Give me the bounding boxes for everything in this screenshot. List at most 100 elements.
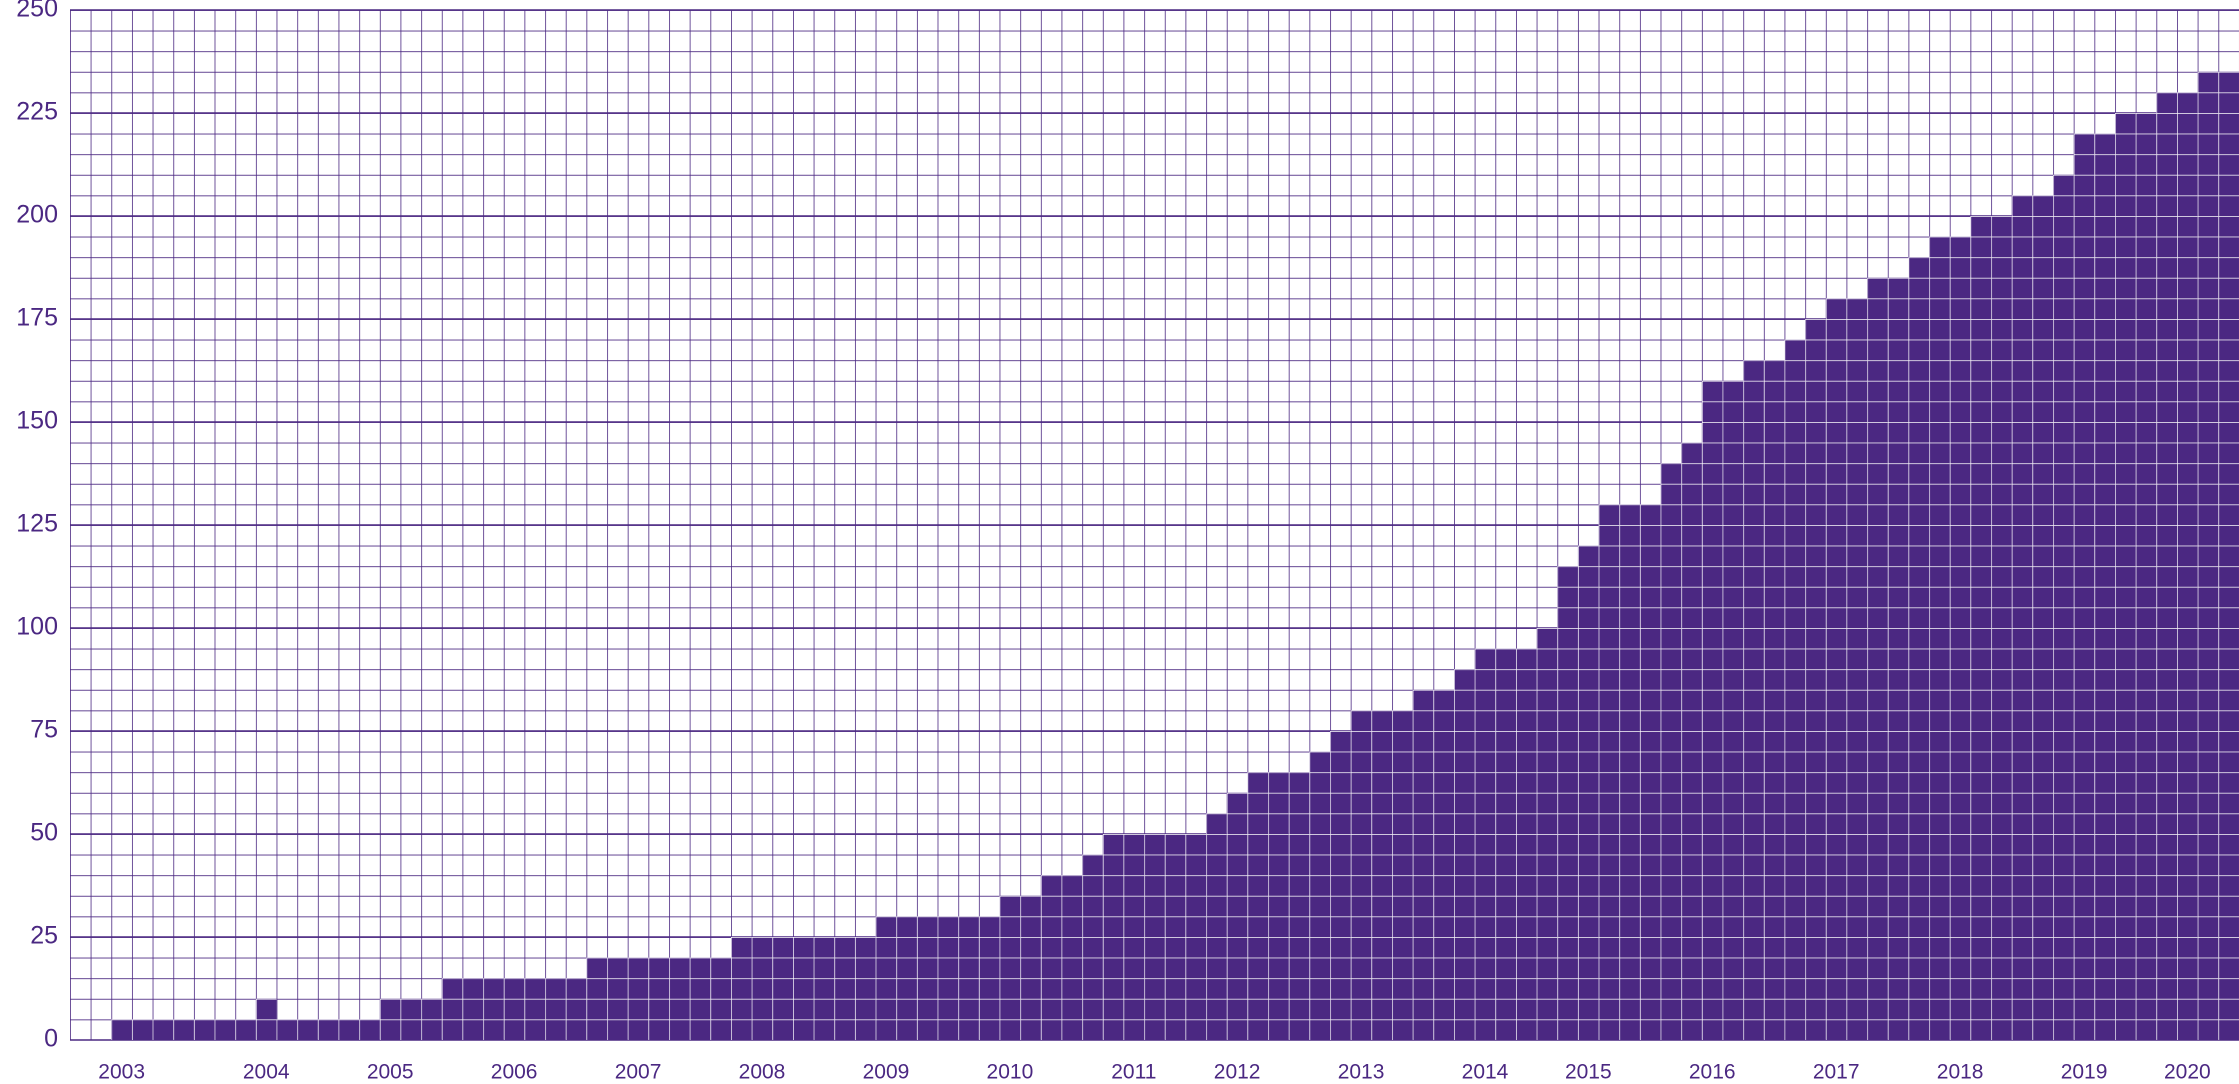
bar [1536, 628, 1558, 1040]
x-tick-label: 2005 [367, 1061, 414, 1084]
bar [483, 978, 504, 1040]
bar [1516, 648, 1537, 1040]
bar [1371, 710, 1393, 1040]
bar [607, 957, 628, 1040]
bar [1619, 504, 1640, 1040]
bar [1433, 689, 1455, 1040]
bar [1908, 257, 1930, 1040]
bar [1082, 854, 1103, 1040]
bar [627, 957, 649, 1040]
bar [1102, 834, 1124, 1040]
x-tick-label: 2016 [1689, 1061, 1736, 1084]
bar [958, 916, 979, 1040]
bar [1825, 298, 1847, 1040]
bar [1681, 442, 1702, 1041]
bar [255, 998, 277, 1040]
bar [545, 978, 566, 1040]
bar [1577, 545, 1599, 1040]
y-tick-label: 175 [16, 304, 58, 332]
bar [1288, 772, 1310, 1040]
y-tick-label: 250 [16, 0, 58, 23]
bar [2032, 195, 2054, 1040]
bar [111, 1019, 132, 1040]
bar [875, 916, 897, 1040]
bar [317, 1019, 339, 1040]
bar [214, 1019, 236, 1040]
bar [689, 957, 711, 1040]
bar [173, 1019, 194, 1040]
y-tick-label: 125 [16, 510, 58, 538]
x-tick-label: 2018 [1937, 1061, 1984, 1084]
bar [1784, 339, 1806, 1041]
y-tick-label: 150 [16, 407, 58, 435]
bar [1557, 566, 1578, 1040]
bar [916, 916, 938, 1040]
bar [1598, 504, 1620, 1040]
bar [1991, 216, 2012, 1040]
bar [813, 937, 835, 1040]
bar [1763, 360, 1785, 1040]
bar [793, 937, 814, 1040]
bar [1392, 710, 1413, 1040]
y-tick-label: 50 [30, 819, 58, 847]
bar [854, 937, 876, 1040]
x-tick-label: 2012 [1214, 1061, 1261, 1084]
bar [2115, 113, 2136, 1040]
bar [1660, 463, 1682, 1040]
x-tick-label: 2003 [98, 1061, 145, 1084]
bar [1020, 895, 1041, 1040]
bar [772, 937, 793, 1040]
bar [1268, 772, 1289, 1040]
bar [152, 1019, 174, 1040]
bar [710, 957, 732, 1040]
bar [1412, 689, 1434, 1040]
bar [896, 916, 917, 1040]
bar [937, 916, 959, 1040]
bar [586, 957, 608, 1040]
x-tick-label: 2008 [739, 1061, 786, 1084]
bar [1185, 834, 1207, 1040]
bar [2218, 71, 2239, 1041]
bar [1929, 236, 1950, 1041]
bar [1639, 504, 1661, 1040]
x-tick-label: 2011 [1111, 1061, 1156, 1084]
bar [1123, 834, 1145, 1040]
bar [1226, 792, 1248, 1040]
bar [131, 1019, 153, 1040]
y-tick-label: 200 [16, 201, 58, 229]
bar [999, 895, 1021, 1040]
x-tick-label: 2017 [1813, 1061, 1860, 1084]
bar [834, 937, 855, 1040]
x-tick-label: 2020 [2164, 1061, 2211, 1084]
bar [276, 1019, 298, 1040]
y-tick-label: 75 [30, 716, 58, 744]
bar [1722, 380, 1744, 1040]
y-tick-label: 0 [44, 1025, 58, 1053]
bar [2011, 195, 2033, 1040]
bar [421, 998, 442, 1040]
x-tick-label: 2006 [491, 1061, 538, 1084]
bar [2135, 113, 2157, 1040]
y-tick-label: 25 [30, 922, 58, 950]
x-tick-label: 2014 [1462, 1061, 1509, 1084]
bar [297, 1019, 318, 1040]
bar [1330, 731, 1351, 1040]
bar [462, 978, 484, 1040]
bar [669, 957, 690, 1040]
y-tick-label: 100 [16, 613, 58, 641]
bar [565, 978, 587, 1040]
bar [193, 1019, 215, 1040]
bar [524, 978, 546, 1040]
bar [1867, 277, 1888, 1040]
bar [1846, 298, 1868, 1040]
bar [441, 978, 463, 1040]
bar [1949, 236, 1971, 1041]
bar [1247, 772, 1269, 1040]
bar [1206, 813, 1227, 1040]
bar [1970, 216, 1992, 1040]
bar [1040, 875, 1062, 1040]
x-tick-label: 2004 [243, 1061, 290, 1084]
bar [379, 998, 401, 1040]
bar [2177, 92, 2198, 1040]
y-tick-label: 225 [16, 98, 58, 126]
